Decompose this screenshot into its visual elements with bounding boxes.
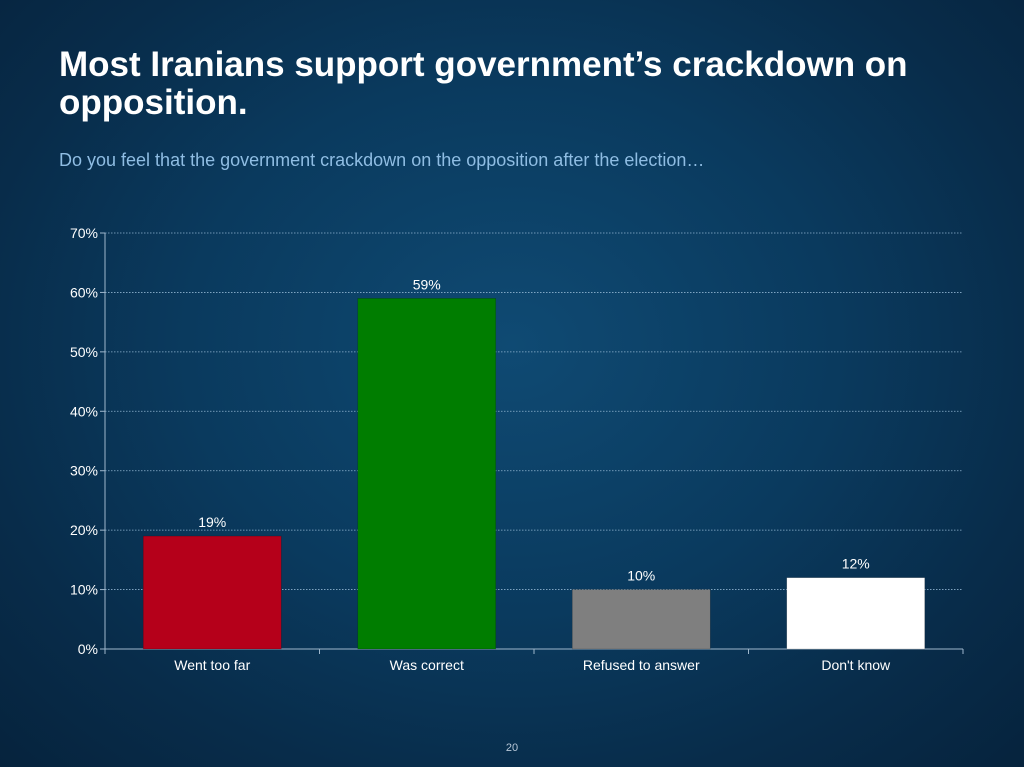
y-tick-label: 50%: [70, 344, 98, 360]
data-label: 12%: [842, 556, 870, 572]
y-tick-label: 0%: [78, 641, 98, 657]
y-tick-label: 20%: [70, 522, 98, 538]
x-category-label: Don't know: [821, 657, 891, 673]
slide-title: Most Iranians support government’s crack…: [59, 45, 908, 122]
data-label: 59%: [413, 276, 441, 292]
slide-subtitle: Do you feel that the government crackdow…: [59, 150, 705, 170]
data-label: 19%: [198, 514, 226, 530]
y-tick-label: 10%: [70, 582, 98, 598]
y-tick-label: 40%: [70, 403, 98, 419]
bar-was-correct: [357, 298, 497, 650]
x-category-label: Was correct: [390, 657, 464, 673]
data-label: 10%: [627, 568, 655, 584]
y-tick-label: 30%: [70, 463, 98, 479]
y-tick-label: 60%: [70, 284, 98, 300]
x-category-label: Went too far: [174, 657, 250, 673]
bar-refused-to-answer: [571, 589, 711, 650]
x-category-label: Refused to answer: [583, 657, 700, 673]
y-tick-label: 70%: [70, 225, 98, 241]
bar-went-too-far: [142, 535, 282, 650]
labels: 0% 10% 20% 30% 40% 50% 60% 70% 19% Went too far 59…: [70, 225, 891, 673]
bar-don-t-know: [786, 577, 926, 650]
gridlines: [105, 232, 963, 590]
page-number: 20: [505, 742, 519, 754]
bars: [142, 298, 926, 650]
